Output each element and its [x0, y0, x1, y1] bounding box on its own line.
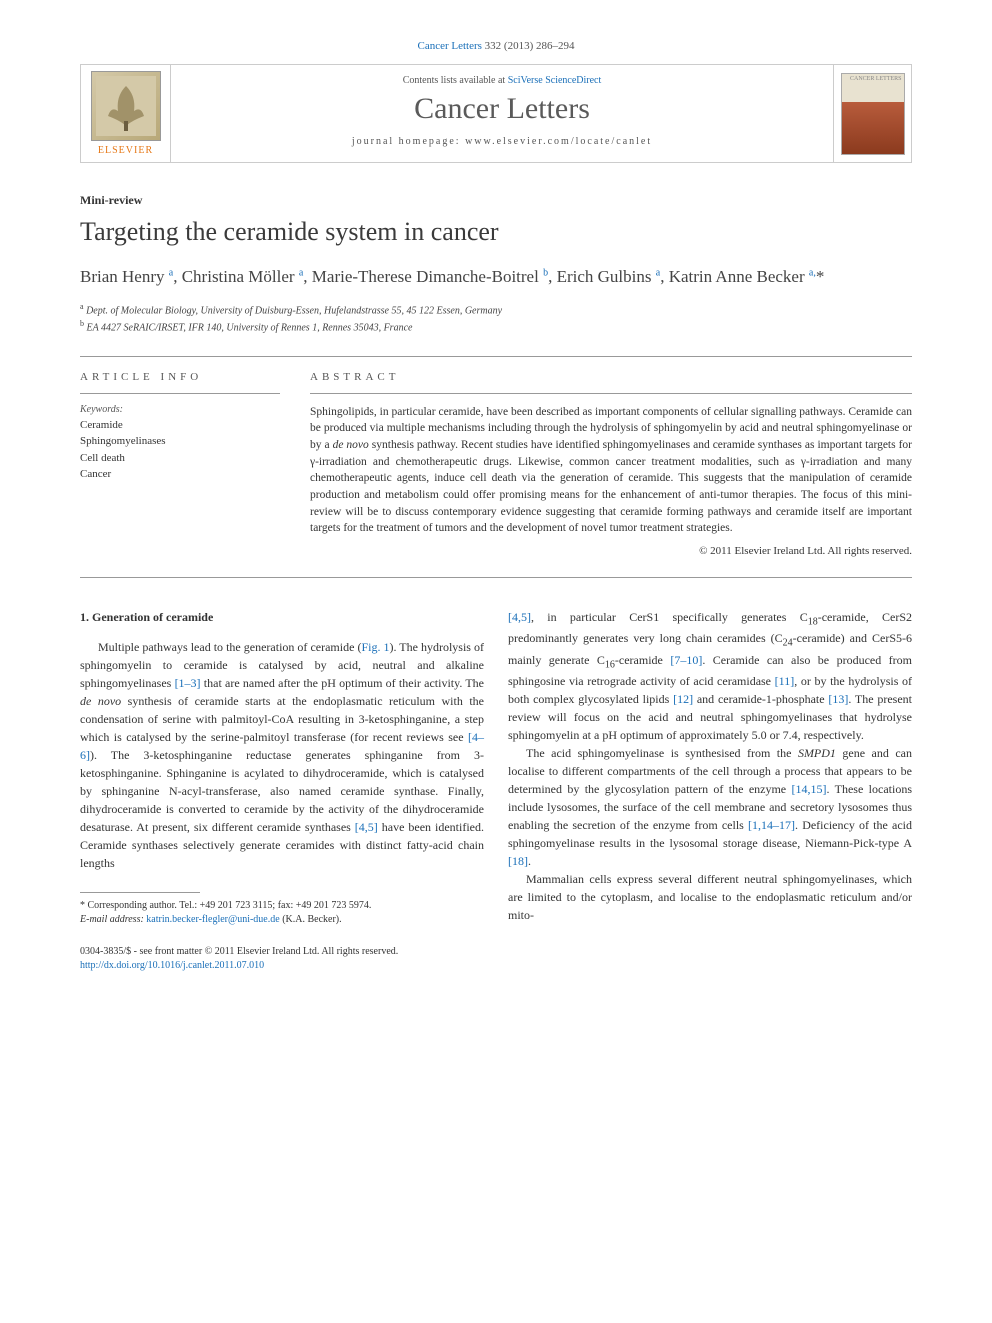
- journal-name: Cancer Letters: [171, 92, 833, 126]
- journal-homepage: journal homepage: www.elsevier.com/locat…: [171, 136, 833, 147]
- affiliation-a: Dept. of Molecular Biology, University o…: [86, 305, 502, 316]
- body-paragraph: Mammalian cells express several differen…: [508, 870, 912, 924]
- body-columns: 1. Generation of ceramide Multiple pathw…: [80, 608, 912, 973]
- contents-line: Contents lists available at SciVerse Sci…: [171, 75, 833, 86]
- author-list: Brian Henry a, Christina Möller a, Marie…: [80, 265, 912, 289]
- keyword: Cancer: [80, 466, 280, 483]
- footer-block: 0304-3835/$ - see front matter © 2011 El…: [80, 945, 484, 973]
- citation-volpages: 332 (2013) 286–294: [485, 40, 575, 52]
- affiliations: a Dept. of Molecular Biology, University…: [80, 301, 912, 336]
- footnote-separator: [80, 892, 200, 893]
- keywords-list: Ceramide Sphingomyelinases Cell death Ca…: [80, 417, 280, 483]
- keyword: Sphingomyelinases: [80, 433, 280, 450]
- article-info-col: ARTICLE INFO Keywords: Ceramide Sphingom…: [80, 371, 280, 557]
- publisher-panel: ELSEVIER: [81, 65, 171, 162]
- article-title: Targeting the ceramide system in cancer: [80, 216, 912, 247]
- sciencedirect-link[interactable]: SciVerse ScienceDirect: [508, 75, 602, 86]
- journal-header-box: ELSEVIER Contents lists available at Sci…: [80, 64, 912, 163]
- doi-link[interactable]: http://dx.doi.org/10.1016/j.canlet.2011.…: [80, 960, 264, 971]
- article-type: Mini-review: [80, 193, 912, 208]
- keyword: Cell death: [80, 450, 280, 467]
- abstract-copyright: © 2011 Elsevier Ireland Ltd. All rights …: [310, 545, 912, 557]
- corr-email-link[interactable]: katrin.becker-flegler@uni-due.de: [146, 914, 279, 925]
- journal-center-panel: Contents lists available at SciVerse Sci…: [171, 65, 833, 162]
- abstract-col: ABSTRACT Sphingolipids, in particular ce…: [310, 371, 912, 557]
- keyword: Ceramide: [80, 417, 280, 434]
- section-heading: 1. Generation of ceramide: [80, 608, 484, 626]
- body-paragraph: The acid sphingomyelinase is synthesised…: [508, 744, 912, 870]
- citation-journal-link[interactable]: Cancer Letters: [417, 40, 481, 52]
- abstract-label: ABSTRACT: [310, 371, 912, 383]
- affiliation-b: EA 4427 SeRAIC/IRSET, IFR 140, Universit…: [87, 323, 413, 334]
- journal-cover-thumb: CANCER LETTERS: [841, 73, 905, 155]
- publisher-label: ELSEVIER: [98, 145, 153, 156]
- elsevier-tree-icon: [91, 71, 161, 141]
- divider: [80, 356, 912, 357]
- cover-panel: CANCER LETTERS: [833, 65, 911, 162]
- body-paragraph: Multiple pathways lead to the generation…: [80, 638, 484, 872]
- divider: [80, 577, 912, 578]
- abstract-text: Sphingolipids, in particular ceramide, h…: [310, 404, 912, 537]
- info-abstract-row: ARTICLE INFO Keywords: Ceramide Sphingom…: [80, 371, 912, 557]
- citation-header: Cancer Letters 332 (2013) 286–294: [80, 40, 912, 52]
- body-paragraph: [4,5], in particular CerS1 specifically …: [508, 608, 912, 744]
- body-right-col: [4,5], in particular CerS1 specifically …: [508, 608, 912, 973]
- article-info-label: ARTICLE INFO: [80, 371, 280, 383]
- issn-line: 0304-3835/$ - see front matter © 2011 El…: [80, 945, 484, 959]
- body-left-col: 1. Generation of ceramide Multiple pathw…: [80, 608, 484, 973]
- corresponding-author-footnote: * Corresponding author. Tel.: +49 201 72…: [80, 899, 484, 927]
- keywords-label: Keywords:: [80, 404, 280, 415]
